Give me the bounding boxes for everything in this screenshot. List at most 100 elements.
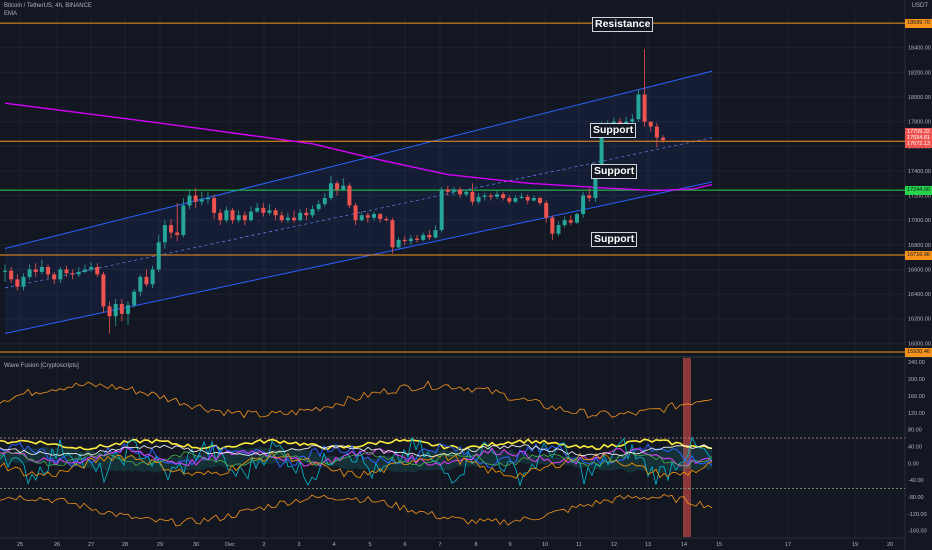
candle-body	[169, 225, 174, 233]
indicator-ema-label[interactable]: EMA	[4, 11, 18, 17]
symbol-title[interactable]: Bitcoin / TetherUS, 4h, BINANCE	[4, 3, 92, 9]
candle-body	[451, 189, 456, 192]
candle-body	[630, 119, 635, 122]
candle	[390, 217, 395, 254]
candle	[242, 211, 247, 226]
candle-body	[396, 239, 401, 248]
candle-body	[132, 291, 137, 306]
candle	[550, 215, 555, 240]
price-tick-label: 17400.00	[908, 169, 931, 175]
candle	[365, 212, 370, 223]
candle-body	[550, 217, 555, 234]
annotation-support[interactable]: Support	[591, 163, 638, 179]
price-tick-label: 16400.00	[908, 292, 931, 298]
candle-body	[661, 137, 666, 141]
candle	[458, 186, 463, 199]
candle-body	[568, 220, 573, 223]
annotation-resistance[interactable]: Resistance	[592, 17, 654, 33]
candle-body	[402, 239, 407, 242]
candle-body	[353, 205, 358, 221]
candle-body	[205, 198, 210, 200]
candle-body	[513, 198, 518, 202]
candle	[205, 191, 210, 205]
candle-body	[501, 194, 506, 199]
candle	[433, 225, 438, 239]
candle-body	[175, 232, 180, 235]
candle-body	[599, 124, 604, 168]
candle	[193, 188, 198, 208]
time-tick-label: 30	[193, 542, 199, 548]
candle-body	[365, 215, 370, 218]
candle	[304, 207, 309, 221]
candle	[574, 212, 579, 224]
candle	[285, 212, 290, 223]
candle-body	[347, 185, 352, 206]
candle-body	[15, 279, 20, 287]
candle	[556, 221, 561, 237]
candle-body	[101, 274, 106, 307]
channel-fill	[5, 71, 713, 334]
candle-body	[292, 217, 297, 221]
candle	[648, 121, 653, 132]
time-tick-label: 25	[17, 542, 23, 548]
channel-mid-line	[4, 137, 713, 289]
candle	[279, 211, 284, 223]
time-tick-label: 20	[887, 542, 893, 548]
candle	[587, 188, 592, 202]
annotation-support[interactable]: Support	[590, 123, 637, 139]
candle-body	[415, 238, 420, 240]
candle	[95, 263, 100, 277]
candle	[507, 195, 512, 205]
candle-body	[544, 202, 549, 218]
candle-body	[82, 269, 87, 272]
oscillator-title[interactable]: Wave Fusion [Cryptoscripts]	[4, 363, 79, 369]
candle	[273, 207, 278, 221]
time-tick-label: 4	[332, 542, 335, 548]
time-tick-label: 12	[611, 542, 617, 548]
time-tick-label: 14	[681, 542, 687, 548]
candle-body	[21, 276, 26, 287]
candle	[33, 263, 38, 277]
candle-body	[341, 185, 346, 190]
annotation-support[interactable]: Support	[591, 231, 638, 247]
osc-tick-label: 160.00	[908, 394, 925, 400]
candle	[654, 122, 659, 148]
candle	[408, 234, 413, 245]
time-tick-label: 17	[785, 542, 791, 548]
time-tick-label: 8	[474, 542, 477, 548]
candle-body	[581, 195, 586, 215]
live-price-label: 17709.32 17654.81 17672.13	[905, 127, 932, 148]
candle-body	[439, 189, 444, 231]
candle-body	[476, 196, 481, 202]
candle-body	[574, 214, 579, 223]
candle	[27, 264, 32, 280]
candle-body	[378, 214, 383, 219]
candle-body	[310, 209, 315, 216]
osc-tick-label: -40.00	[908, 478, 924, 484]
candle	[218, 209, 223, 226]
osc-tick-label: -120.00	[908, 512, 927, 518]
osc-tick-label: 240.00	[908, 360, 925, 366]
time-tick-label: 27	[88, 542, 94, 548]
candle	[52, 271, 57, 285]
candle	[384, 216, 389, 222]
candle-body	[249, 211, 253, 221]
candle-body	[3, 270, 7, 272]
price-tick-label: 16000.00	[908, 341, 931, 347]
candle	[150, 265, 155, 288]
candle-body	[390, 220, 395, 248]
osc-tick-label: 40.00	[908, 444, 922, 450]
candle-body	[495, 194, 499, 197]
candle-body	[482, 195, 487, 197]
candle	[402, 236, 407, 245]
candle	[9, 267, 14, 284]
time-tick-label: 2	[262, 542, 265, 548]
candle	[341, 178, 346, 191]
candle-body	[648, 121, 653, 127]
osc-cyan-line	[0, 435, 713, 487]
candle-body	[335, 183, 340, 190]
candle	[113, 299, 118, 327]
candle	[378, 212, 383, 223]
candle	[101, 271, 106, 313]
